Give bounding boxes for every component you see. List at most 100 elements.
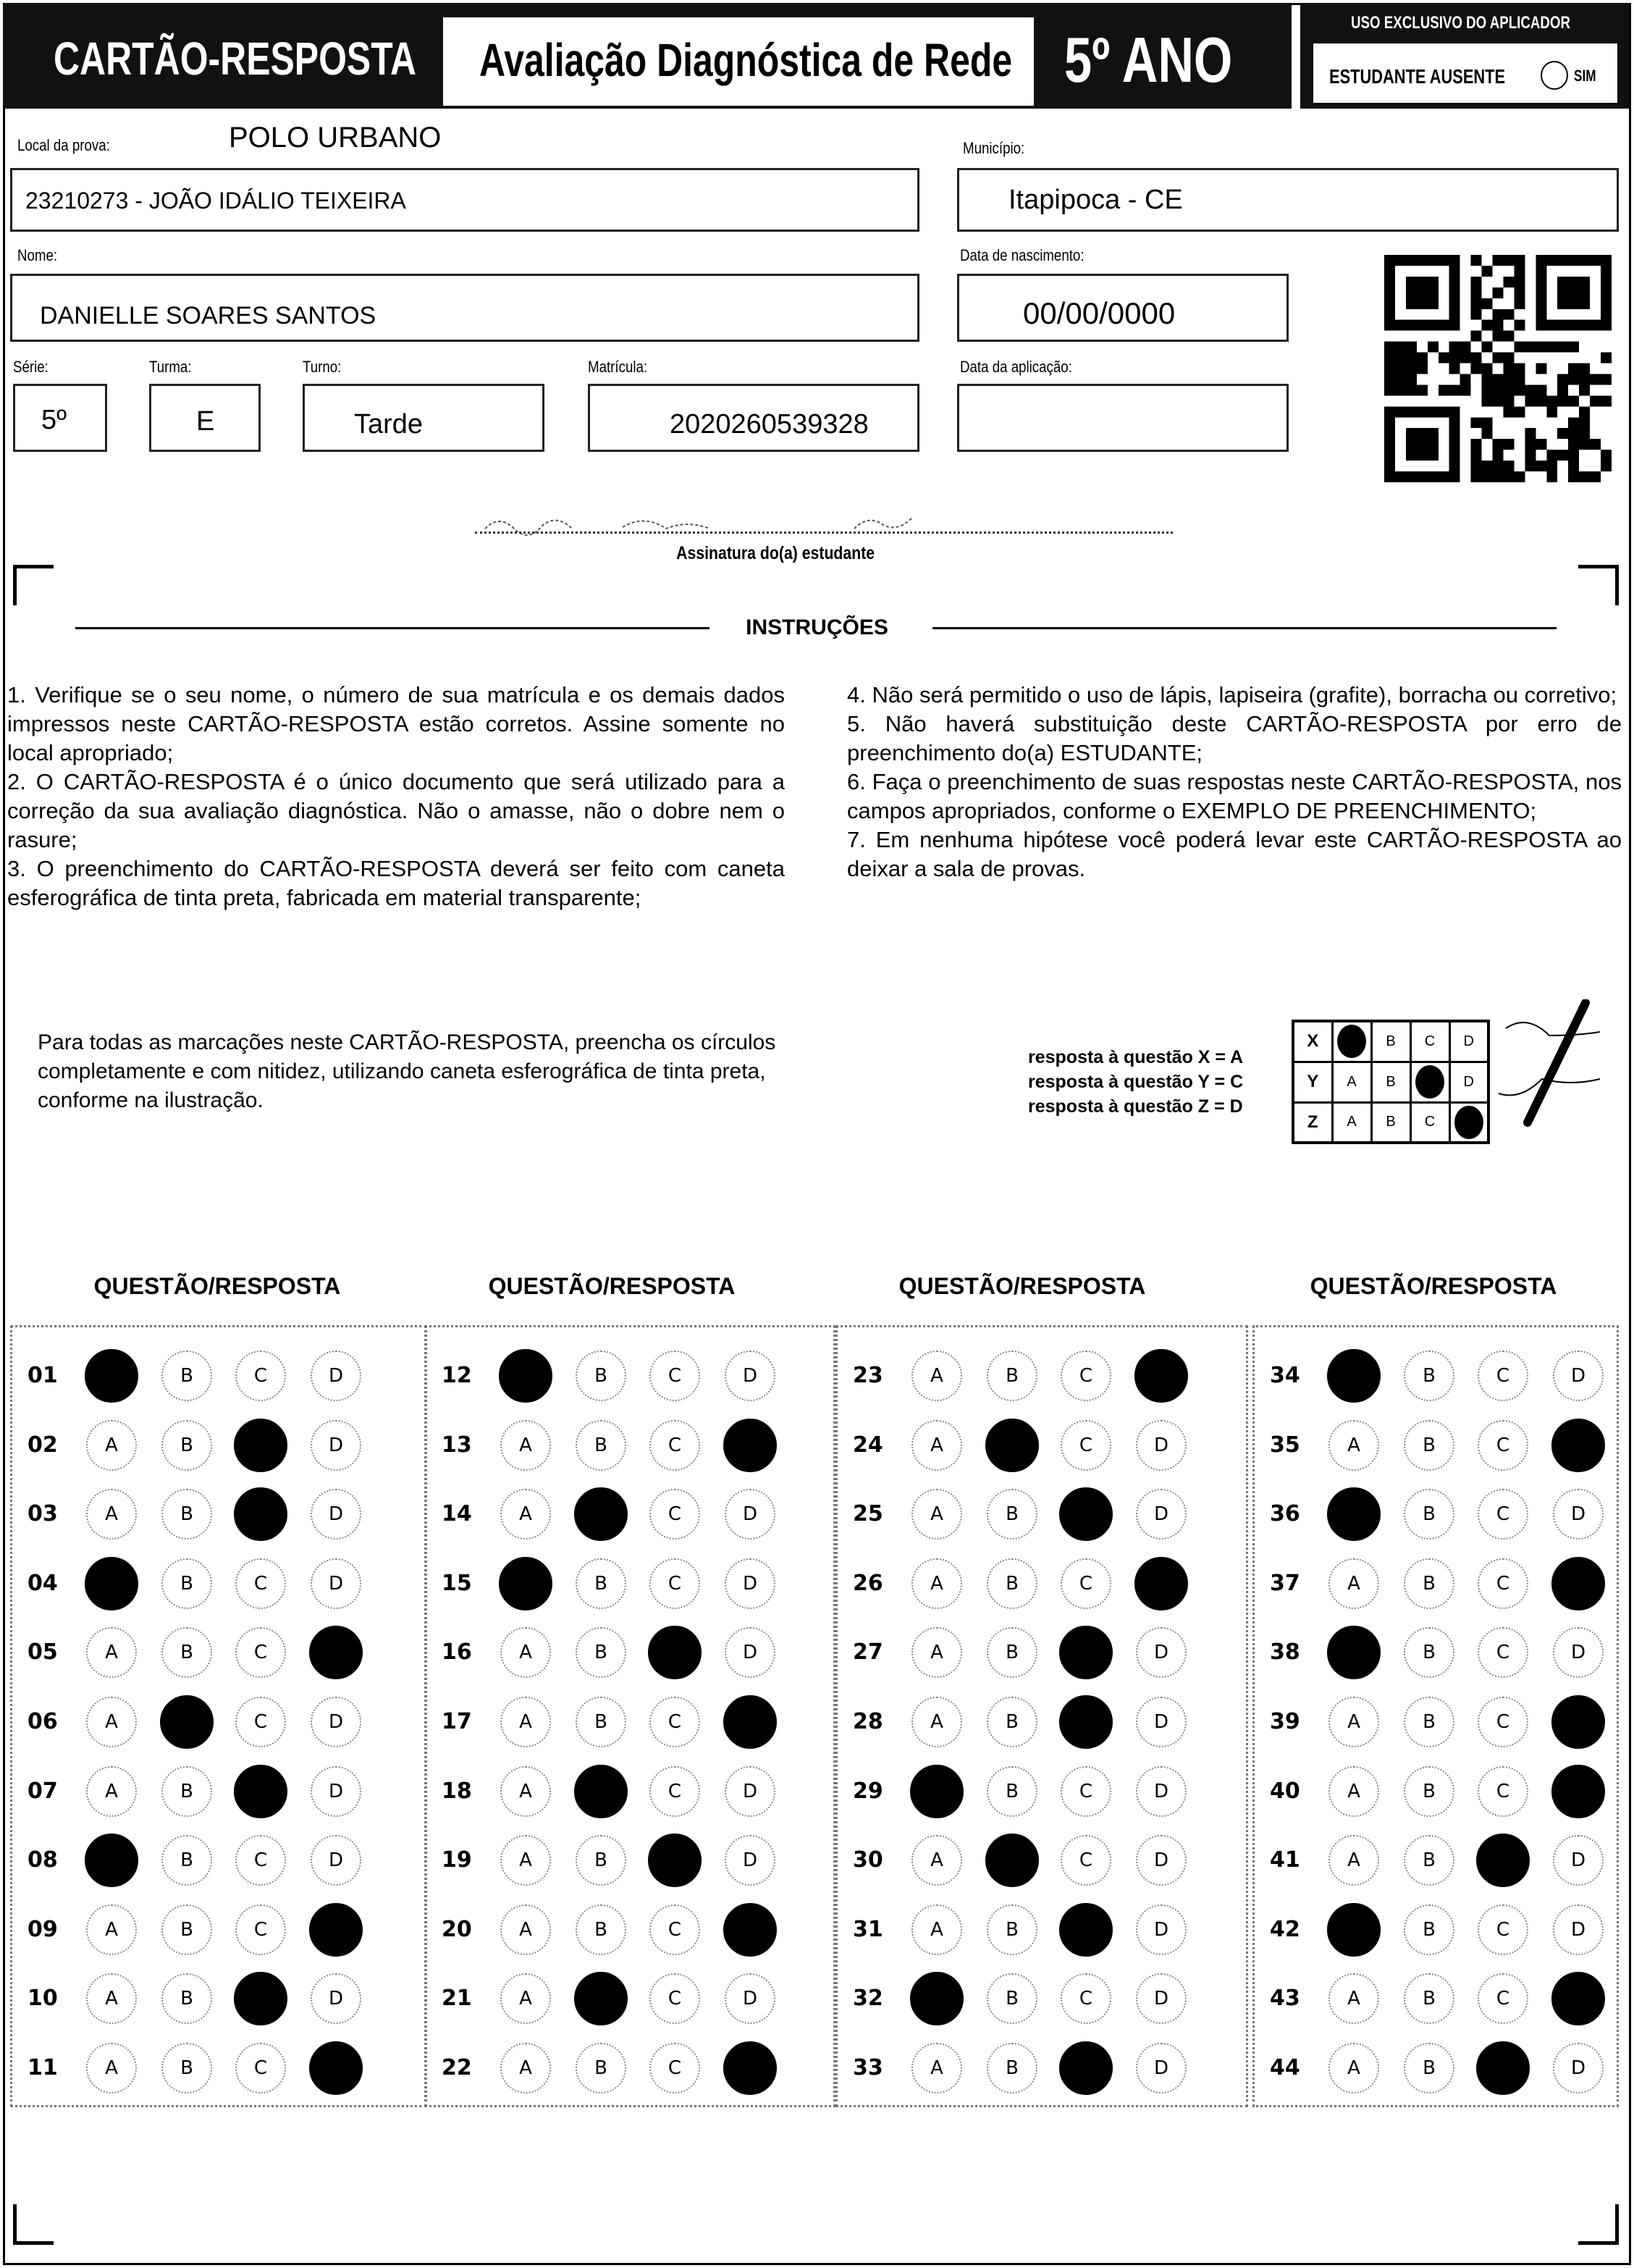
answer-bubble[interactable]: D	[311, 1558, 361, 1609]
answer-bubble-filled[interactable]	[910, 1764, 964, 1818]
answer-bubble[interactable]: A	[86, 2043, 137, 2093]
answer-bubble[interactable]: C	[649, 1765, 700, 1817]
answer-bubble[interactable]: B	[576, 1419, 626, 1471]
answer-bubble[interactable]: C	[1061, 1765, 1111, 1817]
answer-bubble[interactable]: B	[161, 1351, 212, 1401]
answer-bubble-filled[interactable]	[574, 1487, 628, 1542]
answer-bubble[interactable]: A	[500, 2043, 551, 2093]
answer-bubble[interactable]: A	[911, 1419, 962, 1471]
answer-bubble[interactable]: D	[311, 1765, 361, 1817]
answer-bubble-filled[interactable]	[1327, 1902, 1381, 1957]
answer-bubble[interactable]: A	[86, 1697, 137, 1747]
answer-bubble-filled[interactable]	[985, 1418, 1039, 1472]
answer-bubble[interactable]: B	[1404, 1419, 1454, 1471]
answer-bubble[interactable]: B	[987, 1973, 1037, 2025]
answer-bubble[interactable]: B	[576, 1627, 626, 1679]
answer-bubble-filled[interactable]	[723, 2041, 777, 2095]
answer-bubble[interactable]: B	[987, 1558, 1037, 1609]
answer-bubble[interactable]: B	[576, 2043, 626, 2093]
answer-bubble[interactable]: C	[235, 1558, 286, 1609]
answer-bubble-filled[interactable]	[1551, 1972, 1605, 2026]
answer-bubble[interactable]: A	[1328, 1697, 1379, 1747]
answer-bubble[interactable]: D	[311, 1973, 361, 2025]
answer-bubble[interactable]: C	[1478, 1765, 1528, 1817]
answer-bubble[interactable]: A	[86, 1489, 137, 1540]
answer-bubble[interactable]: B	[576, 1558, 626, 1609]
answer-bubble[interactable]: D	[1553, 2043, 1604, 2093]
answer-bubble[interactable]: C	[1478, 1489, 1528, 1540]
answer-bubble[interactable]: D	[311, 1697, 361, 1747]
answer-bubble[interactable]: B	[1404, 2043, 1454, 2093]
answer-bubble[interactable]: B	[161, 1835, 212, 1886]
answer-bubble-filled[interactable]	[574, 1764, 628, 1818]
answer-bubble[interactable]: A	[911, 1351, 962, 1401]
answer-bubble-filled[interactable]	[985, 1834, 1039, 1888]
answer-bubble-filled[interactable]	[85, 1834, 138, 1888]
answer-bubble[interactable]: D	[1136, 1973, 1187, 2025]
answer-bubble[interactable]: D	[1136, 2043, 1187, 2093]
answer-bubble[interactable]: C	[649, 1904, 700, 1955]
answer-bubble[interactable]: A	[911, 1835, 962, 1886]
answer-bubble[interactable]: D	[1553, 1627, 1604, 1679]
answer-bubble[interactable]: A	[500, 1765, 551, 1817]
answer-bubble[interactable]: B	[161, 1904, 212, 1955]
answer-bubble-filled[interactable]	[1134, 1556, 1188, 1610]
answer-bubble[interactable]: C	[1478, 1558, 1528, 1609]
answer-bubble[interactable]: C	[1061, 1973, 1111, 2025]
answer-bubble[interactable]: A	[86, 1627, 137, 1679]
answer-bubble[interactable]: B	[576, 1351, 626, 1401]
answer-bubble-filled[interactable]	[910, 1972, 964, 2026]
answer-bubble[interactable]: B	[987, 1351, 1037, 1401]
answer-bubble[interactable]: B	[987, 1765, 1037, 1817]
answer-bubble-filled[interactable]	[1327, 1487, 1381, 1542]
answer-bubble[interactable]: D	[725, 1558, 775, 1609]
answer-bubble-filled[interactable]	[1327, 1626, 1381, 1680]
answer-bubble[interactable]: B	[161, 1489, 212, 1540]
answer-bubble[interactable]: A	[911, 1558, 962, 1609]
answer-bubble[interactable]: B	[1404, 1489, 1454, 1540]
answer-bubble[interactable]: C	[649, 1419, 700, 1471]
answer-bubble[interactable]: B	[161, 1558, 212, 1609]
answer-bubble[interactable]: A	[1328, 1835, 1379, 1886]
answer-bubble-filled[interactable]	[1551, 1764, 1605, 1818]
answer-bubble[interactable]: B	[576, 1904, 626, 1955]
answer-bubble-filled[interactable]	[234, 1487, 287, 1542]
answer-bubble-filled[interactable]	[1476, 2041, 1530, 2095]
answer-bubble[interactable]: D	[1553, 1489, 1604, 1540]
answer-bubble[interactable]: C	[1061, 1558, 1111, 1609]
answer-bubble-filled[interactable]	[723, 1695, 777, 1749]
answer-bubble[interactable]: B	[1404, 1558, 1454, 1609]
answer-bubble[interactable]: D	[725, 1765, 775, 1817]
answer-bubble[interactable]: B	[987, 1627, 1037, 1679]
answer-bubble[interactable]: D	[1553, 1351, 1604, 1401]
answer-bubble[interactable]: A	[1328, 2043, 1379, 2093]
answer-bubble[interactable]: C	[1478, 1904, 1528, 1955]
answer-bubble-filled[interactable]	[1059, 1695, 1113, 1749]
absent-bubble[interactable]	[1541, 61, 1568, 90]
answer-bubble[interactable]: B	[1404, 1835, 1454, 1886]
answer-bubble[interactable]: A	[1328, 1419, 1379, 1471]
answer-bubble-filled[interactable]	[234, 1972, 287, 2026]
answer-bubble[interactable]: D	[725, 1973, 775, 2025]
answer-bubble-filled[interactable]	[309, 1626, 363, 1680]
answer-bubble-filled[interactable]	[85, 1556, 138, 1610]
answer-bubble[interactable]: C	[649, 1489, 700, 1540]
answer-bubble[interactable]: C	[235, 2043, 286, 2093]
answer-bubble[interactable]: A	[500, 1419, 551, 1471]
answer-bubble[interactable]: C	[235, 1351, 286, 1401]
answer-bubble[interactable]: B	[987, 1697, 1037, 1747]
answer-bubble[interactable]: C	[1478, 1697, 1528, 1747]
answer-bubble[interactable]: B	[576, 1697, 626, 1747]
answer-bubble[interactable]: B	[161, 2043, 212, 2093]
answer-bubble[interactable]: C	[649, 1973, 700, 2025]
answer-bubble[interactable]: D	[1136, 1489, 1187, 1540]
answer-bubble[interactable]: A	[86, 1419, 137, 1471]
answer-bubble[interactable]: A	[911, 1904, 962, 1955]
answer-bubble[interactable]: D	[311, 1835, 361, 1886]
answer-bubble[interactable]: D	[725, 1351, 775, 1401]
answer-bubble-filled[interactable]	[1551, 1418, 1605, 1472]
answer-bubble-filled[interactable]	[234, 1764, 287, 1818]
answer-bubble[interactable]: C	[649, 1351, 700, 1401]
answer-bubble[interactable]: D	[1553, 1904, 1604, 1955]
answer-bubble[interactable]: A	[500, 1904, 551, 1955]
